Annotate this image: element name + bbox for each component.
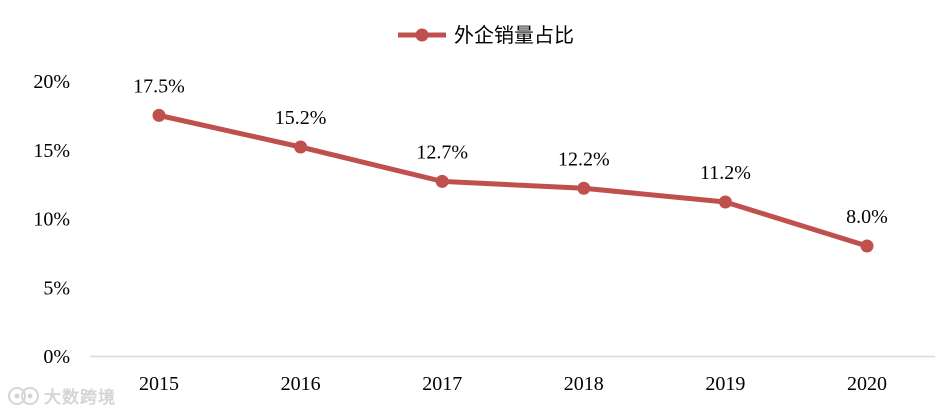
data-point: [294, 140, 308, 154]
x-tick-label: 2016: [281, 373, 321, 395]
y-tick-label: 5%: [43, 277, 70, 299]
legend-series-label: 外企销量占比: [454, 23, 574, 47]
data-label: 12.2%: [558, 148, 610, 170]
y-tick-label: 0%: [43, 346, 70, 368]
data-point: [435, 174, 449, 188]
chart-legend: 外企销量占比: [398, 23, 574, 47]
data-label: 15.2%: [275, 107, 327, 129]
series-line: [156, 112, 870, 249]
data-points: [152, 108, 874, 253]
data-labels: 17.5% 15.2% 12.7% 12.2% 11.2% 8.0%: [133, 75, 888, 228]
y-tick-label: 15%: [33, 140, 70, 162]
x-tick-label: 2017: [422, 373, 462, 395]
x-tick-label: 2020: [847, 373, 887, 395]
y-axis: 0% 5% 10% 15% 20%: [33, 71, 70, 368]
watermark-text: 大数跨境: [44, 388, 116, 408]
data-label: 8.0%: [846, 206, 888, 228]
data-point: [577, 181, 591, 195]
y-tick-label: 10%: [33, 209, 70, 231]
data-label: 17.5%: [133, 75, 185, 97]
y-tick-label: 20%: [33, 71, 70, 93]
watermark: 大数跨境: [8, 383, 116, 408]
data-point: [860, 239, 874, 253]
x-axis: 2015 2016 2017 2018 2019 2020: [139, 373, 887, 395]
logo-icon: [8, 386, 39, 405]
data-label: 11.2%: [700, 162, 751, 184]
x-tick-label: 2019: [705, 373, 745, 395]
data-label: 12.7%: [416, 141, 468, 163]
x-tick-label: 2018: [564, 373, 604, 395]
data-point: [718, 195, 732, 209]
x-tick-label: 2015: [139, 373, 179, 395]
legend-dot-marker: [415, 28, 429, 42]
data-point: [152, 108, 166, 122]
